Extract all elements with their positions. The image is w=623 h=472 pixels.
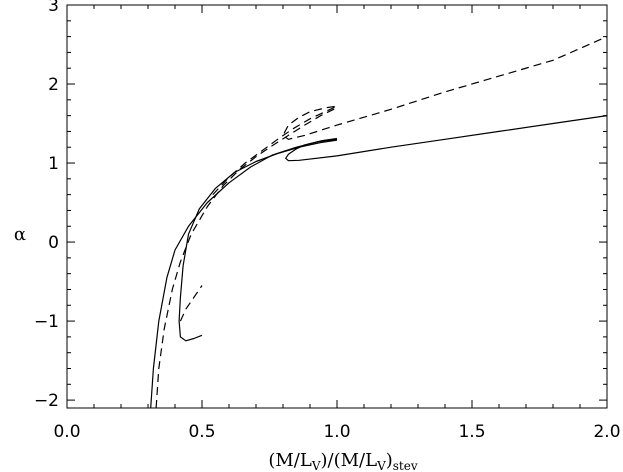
x-axis-title-sub: V xyxy=(376,459,386,472)
x-tick-label: 1.5 xyxy=(458,422,485,442)
tick-layer: 0.0 0.5 1.0 1.5 2.0 −2 −1 0 1 2 3 xyxy=(34,0,621,442)
x-tick-label: 0.0 xyxy=(53,422,80,442)
x-tick-label: 0.5 xyxy=(188,422,215,442)
series-line-4 xyxy=(155,107,338,409)
x-axis-title-part: )/(M/L xyxy=(321,450,378,471)
y-tick-label: 0 xyxy=(48,233,59,253)
x-axis-title-sub: V xyxy=(311,459,321,472)
x-axis-title: (M/LV)/(M/LV)stev xyxy=(268,450,418,472)
x-axis-title-sub: stev xyxy=(393,459,418,472)
y-axis-title: α xyxy=(14,224,26,245)
x-axis-title-part: ) xyxy=(386,450,393,471)
x-axis-title-part: (M/L xyxy=(268,450,312,471)
y-tick-label: 2 xyxy=(48,75,59,95)
series-line-2 xyxy=(178,139,338,342)
series-line-6 xyxy=(212,36,608,196)
y-tick-label: −1 xyxy=(34,312,59,332)
series-line-3 xyxy=(285,115,608,162)
y-tick-label: −2 xyxy=(34,391,59,411)
x-tick-label: 1.0 xyxy=(323,422,350,442)
plot-frame xyxy=(66,4,608,409)
series-line-5 xyxy=(179,285,203,322)
y-tick-label: 1 xyxy=(48,154,59,174)
x-tick-label: 2.0 xyxy=(593,422,620,442)
y-tick-label: 3 xyxy=(48,0,59,16)
series-layer xyxy=(150,36,608,409)
series-line-1 xyxy=(150,138,338,409)
